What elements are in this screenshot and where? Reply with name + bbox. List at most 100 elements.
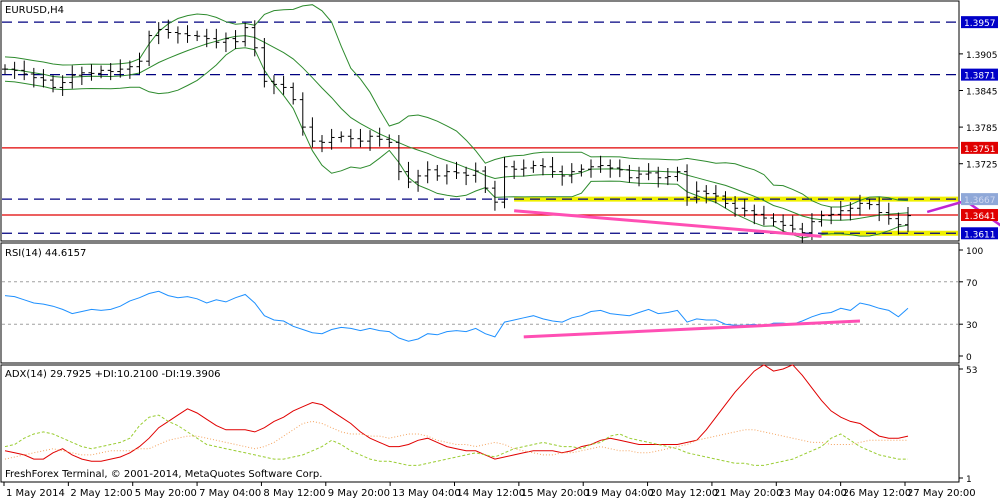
time-tick-label: 14 May 12:00 [457, 488, 526, 499]
price-bar [203, 28, 210, 48]
price-bar [626, 164, 633, 183]
time-tick-label: 2 May 12:00 [70, 488, 132, 499]
price-bar [578, 164, 585, 177]
price-bar [69, 65, 76, 89]
price-bar [539, 158, 546, 176]
price-tag-label: 1.3641 [964, 212, 996, 222]
price-bar [655, 166, 662, 188]
bollinger-mid-line [4, 35, 909, 221]
price-bar [876, 197, 883, 222]
price-bar [2, 64, 8, 75]
price-bar [847, 202, 854, 221]
price-bar [261, 38, 268, 88]
price-bar [405, 161, 412, 189]
time-tick-label: 23 May 04:00 [778, 488, 847, 499]
price-bar [309, 117, 316, 148]
price-tag-1.3751 [961, 141, 998, 154]
time-tick-label: 27 May 20:00 [907, 488, 976, 499]
rsi-tick-label: 70 [966, 279, 978, 289]
price-bar [174, 26, 181, 44]
price-tag-faded [961, 193, 998, 206]
price-tick-label: 1.3845 [966, 87, 998, 97]
rsi-tick-label: 100 [966, 247, 983, 257]
price-bar [367, 130, 374, 151]
price-bar [242, 22, 249, 47]
time-tick-label: 21 May 20:00 [714, 488, 783, 499]
price-bar [299, 92, 306, 136]
price-bar [328, 128, 335, 150]
time-tick-label: 20 May 12:00 [650, 488, 719, 499]
di-plus-line [4, 414, 908, 466]
price-bar [184, 25, 191, 43]
price-tag-label: 1.3751 [964, 145, 996, 155]
bollinger-upper-line [4, 4, 909, 208]
price-bar [280, 75, 287, 95]
price-bar [146, 30, 153, 67]
price-bar [664, 167, 671, 186]
axis-layer: 1.3957 1.3905 1.3871 1.3845 1.3785 1.3751 1.37… [3, 16, 998, 499]
price-bar [107, 63, 114, 81]
price-bar [568, 163, 575, 184]
price-bar [50, 75, 57, 93]
time-tick-label: 15 May 20:00 [521, 488, 590, 499]
price-bar [530, 160, 537, 173]
price-bar [741, 198, 748, 217]
price-tick-label: 1.3905 [966, 51, 998, 61]
price-bar [232, 30, 239, 49]
price-layer [2, 4, 1000, 243]
price-tick-label: 1.3785 [966, 124, 998, 134]
price-bar [789, 215, 796, 236]
price-bar [674, 166, 681, 182]
price-bar [491, 180, 498, 211]
price-bar [559, 165, 566, 186]
bollinger-lower-line [4, 47, 909, 239]
price-bar [501, 157, 508, 209]
price-bar [463, 166, 470, 186]
price-bar [338, 131, 345, 143]
time-tick-label: 9 May 20:00 [328, 488, 390, 499]
price-bar [684, 164, 691, 206]
price-bar [395, 135, 402, 181]
price-bar [472, 162, 479, 183]
rsi-line [4, 290, 909, 342]
price-tag-label: 1.3611 [964, 230, 996, 240]
price-bar [194, 30, 201, 42]
price-tick-label: 1.3725 [966, 161, 998, 171]
price-bar [88, 64, 95, 81]
price-bar [607, 159, 614, 178]
price-bar [319, 135, 326, 153]
price-tag-label: 1.3871 [964, 72, 996, 82]
price-bar [222, 32, 229, 53]
rsi-layer [2, 281, 958, 342]
adx-line [4, 364, 909, 462]
price-bar [597, 155, 604, 173]
rsi-tick-label: 30 [966, 321, 978, 331]
time-tick-label: 8 May 12:00 [263, 488, 325, 499]
time-tick-label: 1 May 2014 [6, 488, 65, 499]
price-bar [251, 20, 258, 57]
rsi-label: RSI(14) 44.6157 [5, 248, 86, 259]
price-bar [799, 222, 806, 243]
price-bar [712, 185, 719, 204]
price-bar [895, 212, 902, 235]
price-bar [482, 166, 489, 194]
price-bar [722, 191, 729, 209]
adx-label: ADX(14) 29.7925 +DI:10.2100 -DI:19.3906 [5, 369, 221, 380]
price-bar [780, 214, 787, 234]
time-tick-label: 5 May 20:00 [135, 488, 197, 499]
symbol-label: EURUSD,H4 [5, 5, 64, 16]
price-bar [616, 159, 623, 178]
price-bar [424, 161, 431, 184]
price-bar [770, 213, 777, 227]
price-tag-1.3871 [961, 68, 998, 81]
adx-layer [4, 364, 909, 466]
price-bar [117, 59, 124, 78]
adx-panel-frame [0, 364, 960, 483]
price-bar [837, 200, 844, 221]
price-bar [828, 207, 835, 225]
price-bar [732, 196, 739, 217]
price-bar [78, 66, 85, 85]
price-panel-frame [0, 0, 960, 242]
